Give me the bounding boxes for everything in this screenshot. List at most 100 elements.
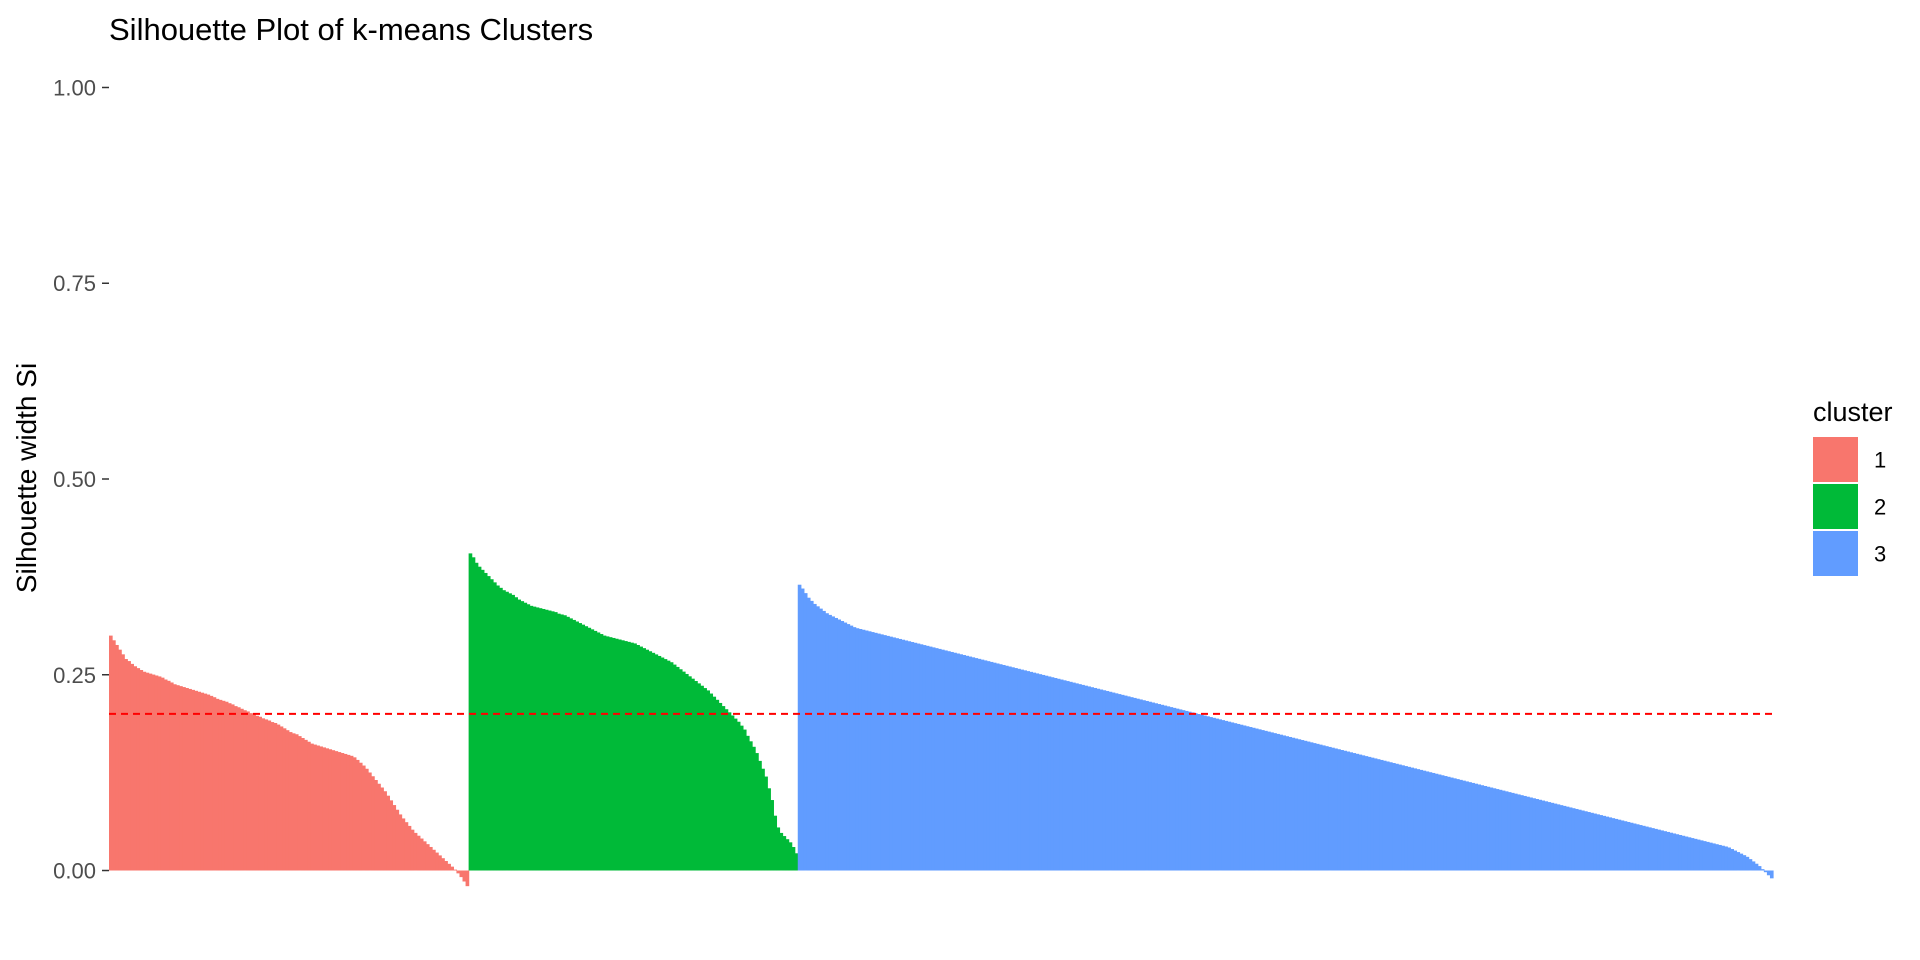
bar-cluster-3 <box>1361 755 1366 871</box>
bar-cluster-3 <box>886 635 890 871</box>
bar-cluster-3 <box>1416 769 1421 871</box>
bar-cluster-3 <box>971 657 976 871</box>
bar-cluster-3 <box>1355 753 1360 871</box>
bar-cluster-3 <box>1599 815 1603 871</box>
bar-cluster-3 <box>1142 700 1146 871</box>
bar-cluster-2 <box>672 664 677 871</box>
bar-cluster-3 <box>1660 830 1664 871</box>
bar-cluster-3 <box>1139 699 1143 871</box>
bar-cluster-3 <box>1382 760 1387 871</box>
bar-cluster-3 <box>1190 712 1195 871</box>
bar-cluster-3 <box>1730 849 1734 871</box>
bar-cluster-3 <box>1453 778 1457 871</box>
legend: cluster 1 2 3 <box>1813 397 1893 576</box>
bar-cluster-3 <box>1254 728 1259 871</box>
bar-cluster-1 <box>243 710 247 871</box>
bar-cluster-3 <box>977 658 982 871</box>
bar-cluster-3 <box>898 638 902 871</box>
bar-cluster-3 <box>1663 831 1667 871</box>
bar-cluster-3 <box>1702 841 1707 871</box>
bar-cluster-2 <box>742 729 747 871</box>
bar-cluster-2 <box>614 638 619 871</box>
bar-cluster-3 <box>1044 675 1049 871</box>
bar-cluster-3 <box>1385 761 1390 871</box>
bar-cluster-3 <box>1294 738 1299 871</box>
bar-cluster-3 <box>1023 670 1027 871</box>
bar-cluster-3 <box>1431 772 1436 871</box>
bar-cluster-3 <box>1373 758 1378 871</box>
bar-cluster-1 <box>212 697 217 871</box>
bars-group <box>109 553 1774 887</box>
bar-cluster-3 <box>907 641 912 871</box>
bar-cluster-3 <box>1535 799 1539 871</box>
bar-cluster-2 <box>505 591 509 871</box>
bar-cluster-2 <box>651 652 656 871</box>
bar-cluster-1 <box>334 751 339 871</box>
bar-cluster-3 <box>931 647 936 871</box>
bar-cluster-3 <box>1605 816 1610 871</box>
bar-cluster-1 <box>139 670 144 871</box>
bar-cluster-3 <box>1709 842 1713 871</box>
bar-cluster-1 <box>355 759 360 871</box>
bar-cluster-3 <box>1053 678 1058 871</box>
bar-cluster-3 <box>1745 856 1750 871</box>
bar-cluster-1 <box>279 726 284 871</box>
bar-cluster-3 <box>1465 781 1469 871</box>
bar-cluster-3 <box>928 646 933 871</box>
bar-cluster-3 <box>1370 757 1375 871</box>
bar-cluster-3 <box>1456 779 1460 871</box>
bar-cluster-2 <box>624 641 628 871</box>
bar-cluster-3 <box>1449 777 1454 871</box>
bar-cluster-1 <box>398 814 403 871</box>
bar-cluster-1 <box>179 686 183 871</box>
bar-cluster-3 <box>1093 687 1098 871</box>
bar-cluster-1 <box>127 661 131 871</box>
bar-cluster-2 <box>474 562 479 871</box>
bar-cluster-1 <box>282 728 287 871</box>
bar-cluster-3 <box>1419 769 1424 871</box>
bar-cluster-1 <box>432 849 436 871</box>
bar-cluster-2 <box>541 608 546 871</box>
bar-cluster-3 <box>1005 665 1009 871</box>
bar-cluster-3 <box>1684 836 1689 871</box>
bar-cluster-3 <box>913 642 918 871</box>
bar-cluster-3 <box>1568 807 1573 871</box>
bar-cluster-2 <box>538 608 543 871</box>
bar-cluster-1 <box>365 768 369 871</box>
bar-cluster-2 <box>685 673 689 871</box>
bar-cluster-2 <box>733 718 738 871</box>
bar-cluster-2 <box>703 688 707 871</box>
bar-cluster-3 <box>843 622 848 871</box>
bar-cluster-3 <box>1376 759 1381 871</box>
bar-cluster-1 <box>297 736 302 871</box>
bar-cluster-3 <box>1751 861 1756 871</box>
bar-cluster-3 <box>1145 700 1149 871</box>
bar-cluster-2 <box>669 662 674 871</box>
bar-cluster-1 <box>112 640 116 871</box>
bar-cluster-1 <box>261 718 266 871</box>
bar-cluster-1 <box>166 680 171 871</box>
bar-cluster-2 <box>611 637 616 871</box>
bar-cluster-1 <box>407 825 412 871</box>
bar-cluster-3 <box>1230 722 1235 871</box>
bar-cluster-3 <box>1498 789 1503 871</box>
bar-cluster-3 <box>1059 679 1064 871</box>
bar-cluster-3 <box>1574 808 1579 871</box>
bar-cluster-2 <box>770 800 774 871</box>
y-tick-label: 1.00 <box>53 75 96 100</box>
bar-cluster-3 <box>1288 736 1293 871</box>
bar-cluster-1 <box>252 714 256 871</box>
bar-cluster-2 <box>666 660 671 871</box>
bar-cluster-3 <box>1712 843 1716 871</box>
bar-cluster-3 <box>1733 850 1738 871</box>
bar-cluster-3 <box>1108 691 1113 871</box>
bar-cluster-3 <box>1507 792 1512 871</box>
bar-cluster-3 <box>919 644 924 871</box>
bar-cluster-2 <box>593 630 598 871</box>
bar-cluster-2 <box>511 594 515 871</box>
bar-cluster-3 <box>965 655 970 871</box>
bar-cluster-2 <box>517 599 522 871</box>
bar-cluster-3 <box>950 651 954 871</box>
bar-cluster-1 <box>151 674 156 871</box>
bar-cluster-2 <box>794 853 799 871</box>
